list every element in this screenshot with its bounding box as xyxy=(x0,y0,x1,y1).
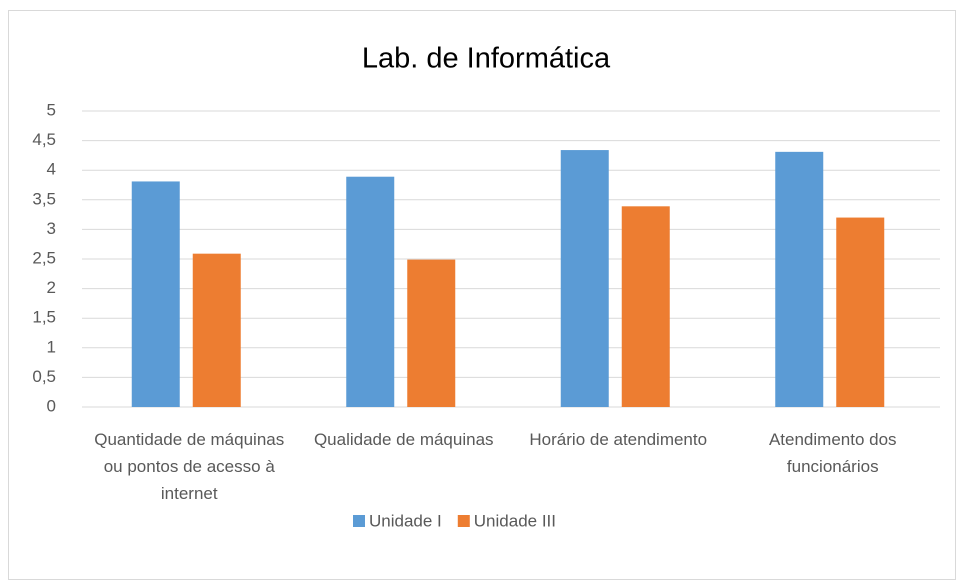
x-tick-label: Horário de atendimento xyxy=(529,430,708,449)
y-tick-label: 1,5 xyxy=(32,308,56,327)
bar xyxy=(621,206,670,407)
bar xyxy=(775,151,824,407)
y-tick-label: 4 xyxy=(47,160,56,179)
y-tick-label: 5 xyxy=(47,100,56,119)
bar xyxy=(560,150,609,407)
legend-label: Unidade III xyxy=(474,511,556,530)
y-tick-label: 2,5 xyxy=(32,248,56,267)
bar xyxy=(836,217,885,407)
bar xyxy=(131,181,180,407)
x-tick-label: Qualidade de máquinas xyxy=(313,430,494,449)
y-tick-label: 4,5 xyxy=(32,130,56,149)
legend-label: Unidade I xyxy=(369,511,442,530)
bar xyxy=(192,253,241,407)
bar xyxy=(407,259,456,407)
legend-swatch xyxy=(457,515,470,527)
y-tick-label: 0,5 xyxy=(32,367,56,386)
y-tick-label: 0 xyxy=(47,396,56,415)
chart-title: Lab. de Informática xyxy=(362,43,611,75)
y-tick-label: 3,5 xyxy=(32,189,56,208)
y-tick-label: 3 xyxy=(47,219,56,238)
y-tick-label: 2 xyxy=(47,278,56,297)
x-tick-label: Atendimento dos funcionários xyxy=(768,430,897,476)
y-tick-label: 1 xyxy=(47,337,56,356)
legend-swatch xyxy=(353,515,365,527)
bar xyxy=(346,176,395,407)
x-tick-label: Quantidade de máquinas ou pontos de aces… xyxy=(94,430,285,503)
